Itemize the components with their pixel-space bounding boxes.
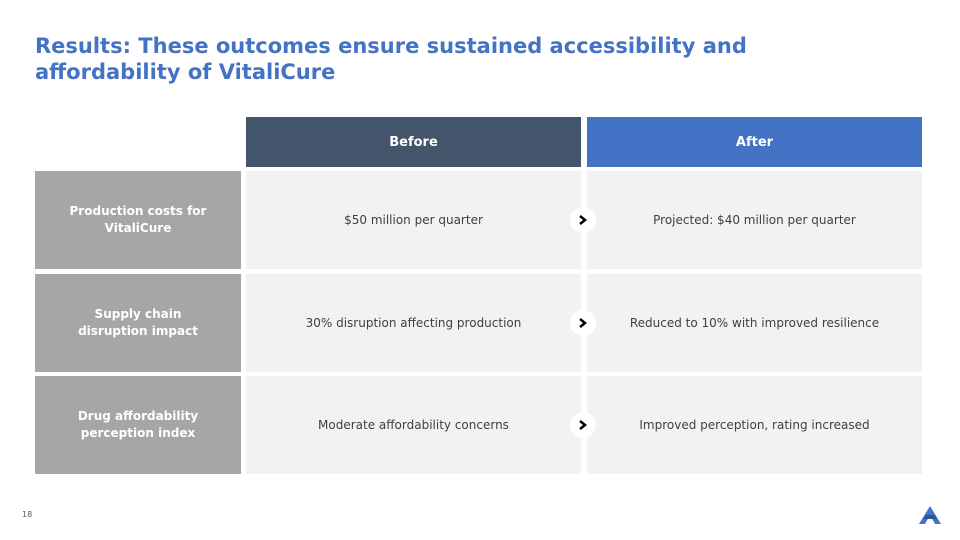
after-cell-affordability: Improved perception, rating increased — [587, 376, 922, 474]
row-label-supply-chain: Supply chain disruption impact — [35, 274, 241, 372]
after-cell-supply-chain: Reduced to 10% with improved resilience — [587, 274, 922, 372]
page-number: 18 — [22, 510, 33, 519]
chevron-right-icon — [570, 412, 596, 438]
chevron-right-icon — [570, 207, 596, 233]
column-header-before: Before — [246, 117, 581, 167]
column-header-after: After — [587, 117, 922, 167]
before-cell-supply-chain: 30% disruption affecting production — [246, 274, 581, 372]
after-cell-production-costs: Projected: $40 million per quarter — [587, 171, 922, 269]
row-label-production-costs: Production costs for VitaliCure — [35, 171, 241, 269]
before-cell-production-costs: $50 million per quarter — [246, 171, 581, 269]
row-label-affordability: Drug affordability perception index — [35, 376, 241, 474]
page-title: Results: These outcomes ensure sustained… — [35, 34, 747, 84]
chevron-right-icon — [570, 310, 596, 336]
before-cell-affordability: Moderate affordability concerns — [246, 376, 581, 474]
brand-logo-icon — [919, 506, 941, 524]
